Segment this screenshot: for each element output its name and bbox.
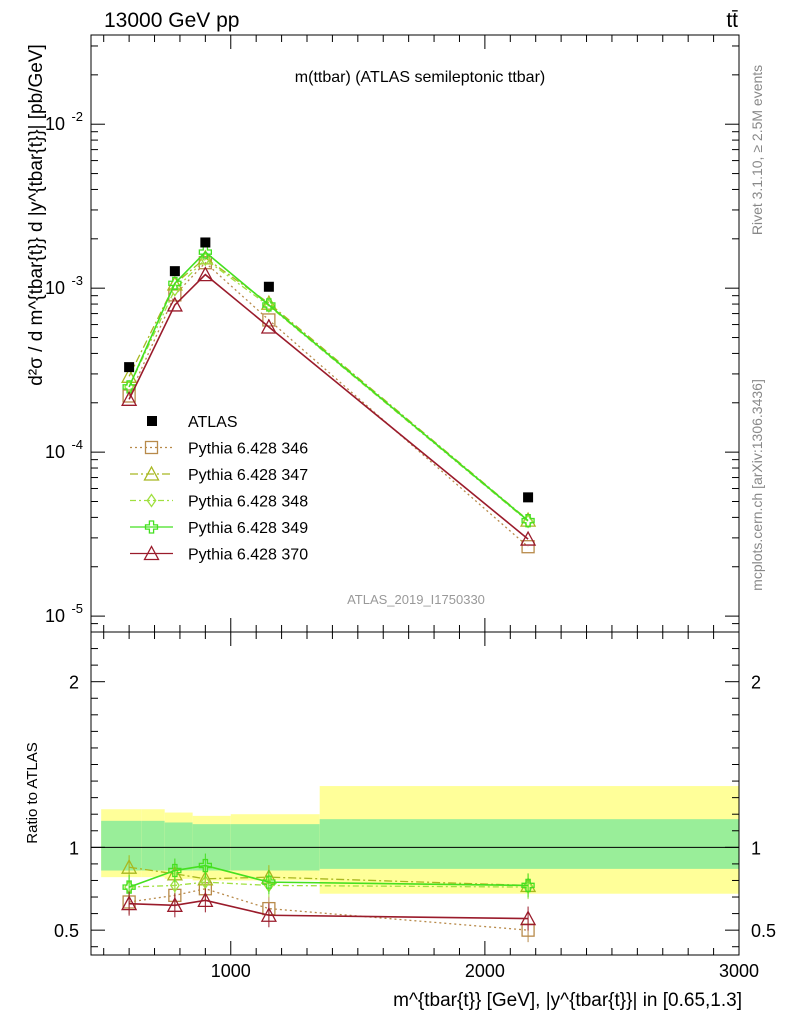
triangle-marker	[519, 910, 537, 926]
x-tick-label: 1000	[211, 961, 251, 981]
y-tick-exponent: -5	[71, 601, 83, 616]
x-tick-label: 3000	[719, 961, 759, 981]
ratio-line	[129, 866, 529, 887]
series-line	[128, 250, 529, 522]
ratio-line	[129, 899, 529, 920]
triangle-marker	[143, 465, 160, 481]
legend-label: Pythia 6.428 370	[188, 547, 308, 564]
triangle-marker	[519, 530, 537, 546]
triangle-marker	[121, 390, 138, 406]
legend: ATLAS Pythia 6.428 346 Pythia 6.428 347 Pyt…	[130, 414, 308, 564]
ratio-tick-label-right: 1	[751, 838, 761, 858]
cross-marker	[122, 380, 136, 394]
y-axis-label: d²σ / d m^{tbar{t}} d |y^{tbar{t}}| [pb/…	[26, 44, 47, 386]
y-tick-label: 10	[45, 278, 65, 298]
diamond-marker	[523, 514, 534, 529]
band-inner	[319, 819, 739, 869]
main-series-group	[121, 245, 537, 554]
data-marker	[523, 492, 534, 503]
main-frame	[90, 34, 740, 633]
triangle-marker	[197, 266, 214, 282]
ratio-y-label: Ratio to ATLAS	[24, 742, 41, 843]
data-marker	[124, 362, 135, 373]
main-panel: m(ttbar) (ATLAS semileptonic ttbar) ATLA…	[45, 34, 740, 633]
ratio-tick-label: 1	[69, 838, 79, 858]
diamond-marker	[169, 878, 180, 893]
band-inner	[141, 820, 165, 871]
data-marker	[200, 237, 211, 248]
y-tick-label: 10	[45, 442, 65, 462]
ratio-axis-ticks: 0.5 0.5 1 1 2 2	[54, 648, 776, 948]
data-marker	[147, 416, 157, 426]
square-marker	[144, 440, 159, 455]
triangle-marker	[121, 895, 138, 911]
series-line	[128, 261, 529, 548]
diamond-marker	[200, 252, 211, 267]
x-tick-label: 2000	[465, 961, 505, 981]
triangle-marker	[166, 896, 183, 912]
header-left: 13000 GeV pp	[104, 9, 239, 32]
x-axis-label: m^{tbar{t}} [GeV], |y^{tbar{t}}| in [0.6…	[393, 990, 742, 1011]
legend-label: Pythia 6.428 348	[188, 494, 308, 511]
legend-label: ATLAS	[188, 414, 238, 431]
y-tick-label: 10	[45, 114, 65, 134]
ratio-series-group	[121, 853, 537, 943]
legend-label: Pythia 6.428 347	[188, 467, 308, 484]
ratio-line	[129, 888, 529, 931]
rivet-label: Rivet 3.1.10, ≥ 2.5M events	[749, 65, 765, 235]
cross-marker	[262, 875, 276, 889]
ratio-tick-label-right: 0.5	[751, 921, 776, 941]
band-inner	[164, 822, 193, 871]
mcplots-label: mcplots.cern.ch [arXiv:1306.3436]	[749, 379, 765, 591]
y-tick-exponent: -4	[71, 437, 83, 452]
y-axis-ticks: 10 -2 10 -3 10 -4 10 -5	[45, 45, 739, 633]
triangle-marker	[197, 891, 214, 907]
y-tick-exponent: -3	[71, 273, 83, 288]
series-line	[128, 273, 529, 540]
square-marker	[521, 540, 535, 554]
ratio-line	[129, 881, 529, 888]
cross-marker	[262, 298, 276, 312]
watermark: ATLAS_2019_I1750330	[347, 592, 485, 607]
triangle-marker	[166, 296, 183, 312]
cross-marker	[144, 520, 159, 534]
triangle-marker	[121, 367, 138, 383]
x-axis-ticks: 1000 2000 3000	[103, 35, 759, 981]
ratio-tick-label: 2	[69, 673, 79, 693]
y-tick-label: 10	[45, 606, 65, 626]
band-inner	[101, 820, 142, 871]
diamond-marker	[200, 874, 211, 890]
cross-marker	[168, 276, 182, 291]
ratio-panel: 0.5 0.5 1 1 2 2 1000 2000 3000	[54, 35, 776, 981]
ratio-tick-label-right: 2	[751, 673, 761, 693]
chart-title: m(ttbar) (ATLAS semileptonic ttbar)	[295, 69, 545, 86]
cross-marker	[168, 863, 182, 878]
cross-marker	[122, 880, 136, 894]
ratio-bands	[101, 786, 739, 894]
diamond-marker	[169, 282, 180, 297]
data-marker	[169, 266, 180, 277]
ratio-tick-label: 0.5	[54, 921, 79, 941]
triangle-marker	[260, 318, 277, 334]
triangle-marker	[143, 545, 160, 561]
legend-label: Pythia 6.428 349	[188, 520, 308, 537]
triangle-marker	[121, 858, 138, 874]
square-marker	[122, 389, 136, 403]
y-tick-exponent: -2	[71, 109, 83, 124]
header-right: tt̄	[726, 9, 738, 32]
data-marker	[263, 281, 274, 292]
ratio-frame	[90, 631, 740, 956]
triangle-marker	[260, 906, 277, 922]
cross-marker	[521, 878, 535, 893]
cross-marker	[198, 858, 213, 873]
series-line	[128, 257, 529, 521]
cross-marker	[198, 245, 213, 259]
cross-marker	[521, 514, 535, 528]
diamond-marker	[263, 298, 274, 314]
legend-label: Pythia 6.428 346	[188, 441, 308, 458]
data-points-group	[124, 237, 534, 503]
diamond-marker	[146, 493, 157, 508]
